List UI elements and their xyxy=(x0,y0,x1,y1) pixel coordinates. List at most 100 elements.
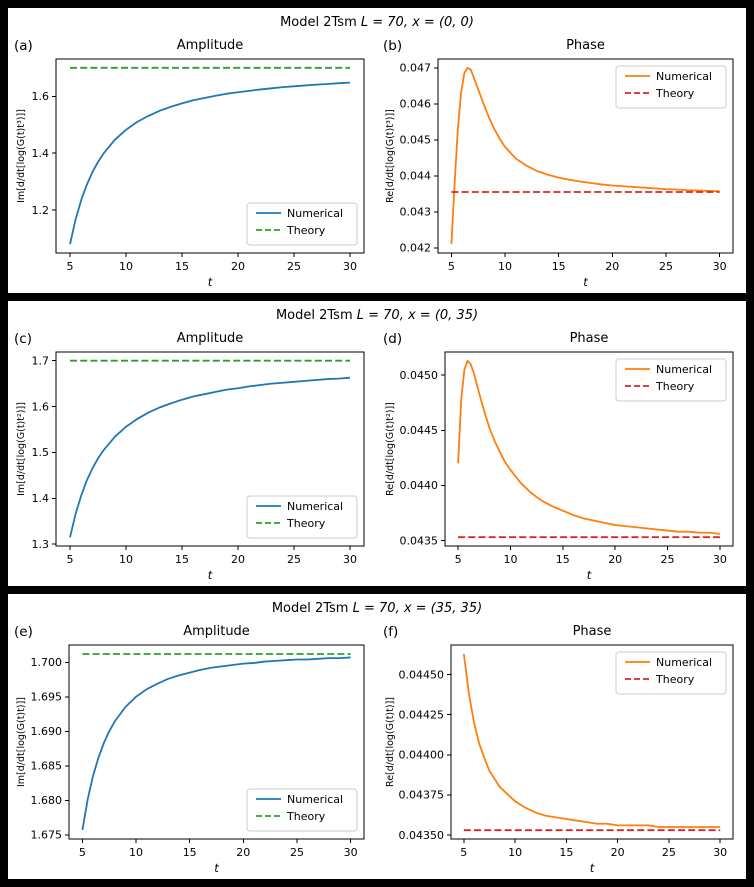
chart-svg: (c) Amplitude 5 10 15 20 25 30 1.3 1.4 1.5 1.6 1.7 t I… xyxy=(14,331,364,582)
x-axis-label: t xyxy=(589,861,594,875)
plot-area-border xyxy=(437,58,733,254)
x-tick-label: 25 xyxy=(661,846,675,859)
series-line-numerical xyxy=(450,66,720,245)
y-axis-label: Im[d/dt[log(G(t)t)]] xyxy=(16,697,27,787)
chart-svg: (b) Phase 5 10 15 20 25 30 0.042 0.043 0.044 0.045 0… xyxy=(383,38,733,289)
x-tick-label: 25 xyxy=(287,260,301,273)
chart-svg: (f) Phase 5 10 15 20 25 30 0.04350 0.04375 0.04400… xyxy=(383,624,733,875)
y-tick-label: 1.3 xyxy=(31,538,49,551)
x-tick-label: 10 xyxy=(498,260,512,273)
y-tick-label: 1.675 xyxy=(30,829,62,842)
row-2-title-model: Model 2Tsm xyxy=(275,308,353,323)
y-tick-label: 0.04425 xyxy=(398,709,444,722)
series-line-numerical xyxy=(456,359,720,535)
plot-area-border xyxy=(55,58,364,254)
legend: Numerical Theory xyxy=(246,788,357,832)
y-tick-label: 1.690 xyxy=(30,725,62,738)
x-axis-label: t xyxy=(214,861,219,875)
row-1-title-params: L = 70, x = (0, 0) xyxy=(360,15,474,30)
row-3-title: Model 2Tsm L = 70, x = (35, 35) xyxy=(8,599,746,619)
legend-label-numerical: Numerical xyxy=(656,656,712,669)
subplot-d-phase: (d) Phase 5 10 15 20 25 30 0.0435 0.0440 0.0445 0.0… xyxy=(377,326,746,584)
legend: Numerical Theory xyxy=(246,202,357,246)
x-axis-label: t xyxy=(207,275,212,289)
y-axis-label: Re[d/dt[log(G(t)t³)]] xyxy=(385,109,396,203)
plot-area-border xyxy=(450,644,733,840)
x-tick-label: 25 xyxy=(287,553,301,566)
y-tick-label: 0.04450 xyxy=(398,669,444,682)
y-axis-label: Im[d/dt[log(G(t)t³)]] xyxy=(16,109,27,203)
y-tick-label: 0.0440 xyxy=(399,479,438,492)
x-tick-label: 15 xyxy=(551,260,565,273)
x-tick-label: 30 xyxy=(343,846,357,859)
x-tick-label: 10 xyxy=(119,553,133,566)
x-tick-label: 10 xyxy=(129,846,143,859)
x-tick-label: 30 xyxy=(712,260,726,273)
x-tick-label: 20 xyxy=(605,260,619,273)
x-tick-label: 30 xyxy=(343,260,357,273)
chart-title: Amplitude xyxy=(183,624,250,639)
y-tick-label: 1.4 xyxy=(31,492,49,505)
x-tick-label: 15 xyxy=(555,553,569,566)
panel-label: (a) xyxy=(14,38,33,54)
x-tick-label: 25 xyxy=(659,260,673,273)
y-tick-label: 1.6 xyxy=(31,400,49,413)
x-tick-label: 30 xyxy=(713,846,727,859)
y-tick-label: 0.04350 xyxy=(398,829,444,842)
y-axis-label: Re[d/dt[log(G(t)t)]] xyxy=(385,697,396,787)
row-2-title: Model 2Tsm L = 70, x = (0, 35) xyxy=(8,306,746,326)
x-tick-label: 15 xyxy=(559,846,573,859)
y-tick-label: 0.045 xyxy=(399,134,431,147)
chart-svg: (d) Phase 5 10 15 20 25 30 0.0435 0.0440 0.0445 0.0… xyxy=(383,331,733,582)
y-tick-label: 1.685 xyxy=(30,760,62,773)
series-line-numerical xyxy=(68,376,350,538)
panel-label: (f) xyxy=(383,624,398,640)
x-tick-label: 20 xyxy=(608,553,622,566)
x-tick-label: 15 xyxy=(175,260,189,273)
panel-label: (c) xyxy=(14,331,32,347)
x-tick-label: 20 xyxy=(236,846,250,859)
chart-title: Phase xyxy=(566,38,605,53)
x-tick-label: 5 xyxy=(66,260,73,273)
legend-label-theory: Theory xyxy=(655,87,695,100)
chart-title: Phase xyxy=(572,624,611,639)
row-2-charts: (c) Amplitude 5 10 15 20 25 30 1.3 1.4 1.5 1.6 1.7 t I… xyxy=(8,326,746,584)
y-tick-label: 0.043 xyxy=(399,206,431,219)
series-line-numerical xyxy=(68,81,350,245)
x-tick-label: 25 xyxy=(290,846,304,859)
row-3-title-params: L = 70, x = (35, 35) xyxy=(352,601,483,616)
row-2-title-params: L = 70, x = (0, 35) xyxy=(356,308,479,323)
subplot-e-amplitude: (e) Amplitude 5 10 15 20 25 30 1.675 1.680 1.685 1.… xyxy=(8,619,377,877)
panel-label: (e) xyxy=(14,624,33,640)
plot-area-border xyxy=(444,351,733,547)
x-tick-label: 5 xyxy=(460,846,467,859)
y-tick-label: 0.042 xyxy=(399,242,431,255)
x-axis-label: t xyxy=(583,275,588,289)
plot-series-group xyxy=(450,66,720,245)
row-3-title-model: Model 2Tsm xyxy=(271,601,349,616)
series-line-numerical xyxy=(462,653,720,828)
y-tick-label: 1.700 xyxy=(30,656,62,669)
x-tick-label: 30 xyxy=(343,553,357,566)
x-tick-label: 15 xyxy=(182,846,196,859)
x-tick-label: 10 xyxy=(119,260,133,273)
subplot-f-phase: (f) Phase 5 10 15 20 25 30 0.04350 0.04375 0.04400… xyxy=(377,619,746,877)
y-tick-label: 0.047 xyxy=(399,62,431,75)
legend-label-theory: Theory xyxy=(286,810,326,823)
legend-label-numerical: Numerical xyxy=(287,500,343,513)
x-tick-label: 5 xyxy=(447,260,454,273)
y-tick-label: 1.2 xyxy=(31,204,49,217)
chart-svg: (e) Amplitude 5 10 15 20 25 30 1.675 1.680 1.685 1.… xyxy=(14,624,364,875)
legend: Numerical Theory xyxy=(615,358,726,402)
chart-svg: (a) Amplitude 5 10 15 20 25 30 1.2 1.4 1.6 t Im[d/dt… xyxy=(14,38,364,289)
legend: Numerical Theory xyxy=(246,495,357,539)
y-tick-label: 1.7 xyxy=(31,355,49,368)
legend-label-numerical: Numerical xyxy=(656,70,712,83)
y-tick-label: 1.695 xyxy=(30,691,62,704)
plot-series-group xyxy=(68,359,350,538)
plot-series-group xyxy=(68,66,350,245)
figure-row-2: Model 2Tsm L = 70, x = (0, 35) (c) Amplit… xyxy=(8,301,746,586)
legend-label-theory: Theory xyxy=(286,517,326,530)
row-3-charts: (e) Amplitude 5 10 15 20 25 30 1.675 1.680 1.685 1.… xyxy=(8,619,746,877)
